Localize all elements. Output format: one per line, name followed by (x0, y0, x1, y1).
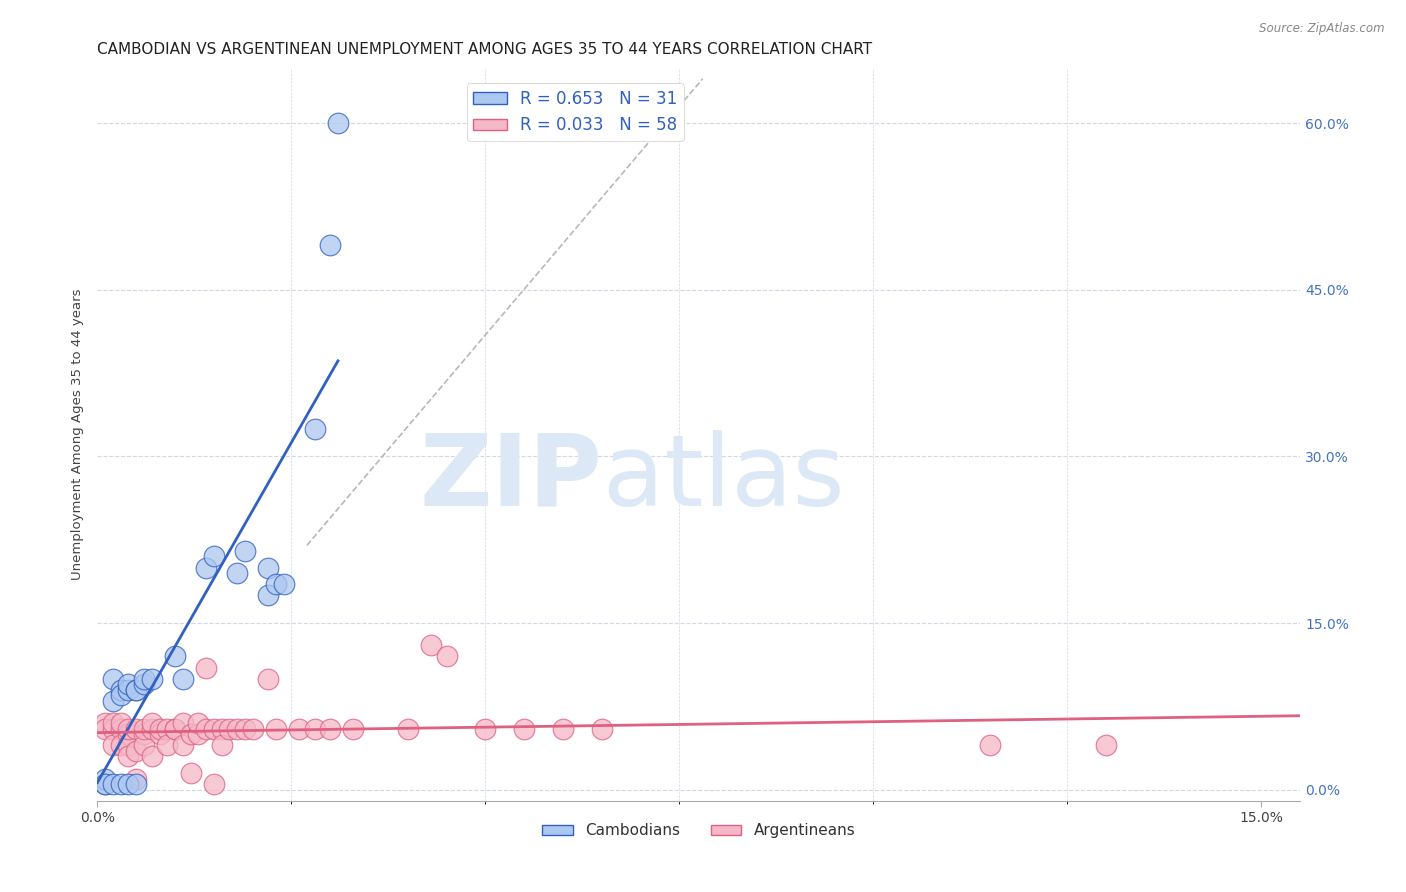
Point (202, 549, 225, 564)
Point (110, 722, 132, 736)
Point (226, 566, 249, 581)
Point (195, 722, 218, 736)
Point (513, 722, 536, 736)
Point (101, 722, 124, 736)
Point (94, 772, 117, 786)
Point (94, 722, 117, 736)
Point (233, 722, 256, 736)
Point (125, 682, 148, 697)
Point (257, 560, 280, 574)
Point (101, 716, 124, 731)
Point (132, 677, 155, 691)
Point (342, 722, 364, 736)
Point (125, 682, 148, 697)
Point (148, 727, 170, 741)
Legend: Cambodians, Argentineans: Cambodians, Argentineans (536, 817, 862, 845)
Text: ZIP: ZIP (419, 430, 603, 527)
Point (195, 560, 218, 574)
Point (101, 672, 124, 686)
Point (1095, 739, 1118, 753)
Point (117, 777, 139, 791)
Point (187, 716, 209, 731)
Point (172, 739, 194, 753)
Point (110, 777, 132, 791)
Point (94, 777, 117, 791)
Point (304, 722, 326, 736)
Point (474, 722, 496, 736)
Point (117, 677, 139, 691)
Point (211, 739, 233, 753)
Point (101, 739, 124, 753)
Point (319, 238, 342, 252)
Y-axis label: Unemployment Among Ages 35 to 44 years: Unemployment Among Ages 35 to 44 years (72, 288, 84, 580)
Point (101, 777, 124, 791)
Point (180, 727, 202, 741)
Point (202, 777, 225, 791)
Point (125, 744, 148, 758)
Point (141, 749, 163, 764)
Point (125, 722, 148, 736)
Point (195, 660, 218, 674)
Point (125, 772, 148, 786)
Point (132, 672, 155, 686)
Point (172, 672, 194, 686)
Point (156, 739, 179, 753)
Point (148, 722, 170, 736)
Point (202, 722, 225, 736)
Point (94, 716, 117, 731)
Point (110, 689, 132, 703)
Point (257, 588, 280, 602)
Point (288, 722, 311, 736)
Point (436, 649, 458, 664)
Point (226, 722, 249, 736)
Point (420, 638, 443, 652)
Point (163, 649, 186, 664)
Point (273, 577, 295, 591)
Point (132, 739, 155, 753)
Point (101, 694, 124, 708)
Point (172, 716, 194, 731)
Point (141, 716, 163, 731)
Text: atlas: atlas (603, 430, 844, 527)
Point (110, 739, 132, 753)
Point (591, 722, 613, 736)
Point (264, 722, 287, 736)
Point (110, 716, 132, 731)
Point (125, 777, 148, 791)
Point (233, 544, 256, 558)
Point (132, 727, 155, 741)
Point (163, 722, 186, 736)
Point (326, 116, 349, 130)
Point (110, 682, 132, 697)
Point (264, 577, 287, 591)
Point (156, 722, 179, 736)
Point (319, 722, 342, 736)
Point (94, 777, 117, 791)
Point (979, 739, 1001, 753)
Point (242, 722, 264, 736)
Point (117, 749, 139, 764)
Point (117, 722, 139, 736)
Text: CAMBODIAN VS ARGENTINEAN UNEMPLOYMENT AMONG AGES 35 TO 44 YEARS CORRELATION CHAR: CAMBODIAN VS ARGENTINEAN UNEMPLOYMENT AM… (97, 42, 873, 57)
Point (141, 672, 163, 686)
Point (163, 722, 186, 736)
Point (117, 682, 139, 697)
Point (218, 722, 240, 736)
Point (551, 722, 574, 736)
Point (117, 727, 139, 741)
Point (180, 766, 202, 780)
Text: Source: ZipAtlas.com: Source: ZipAtlas.com (1260, 22, 1385, 36)
Point (304, 422, 326, 436)
Point (211, 722, 233, 736)
Point (396, 722, 419, 736)
Point (117, 739, 139, 753)
Point (141, 722, 163, 736)
Point (257, 672, 280, 686)
Point (187, 727, 209, 741)
Point (132, 722, 155, 736)
